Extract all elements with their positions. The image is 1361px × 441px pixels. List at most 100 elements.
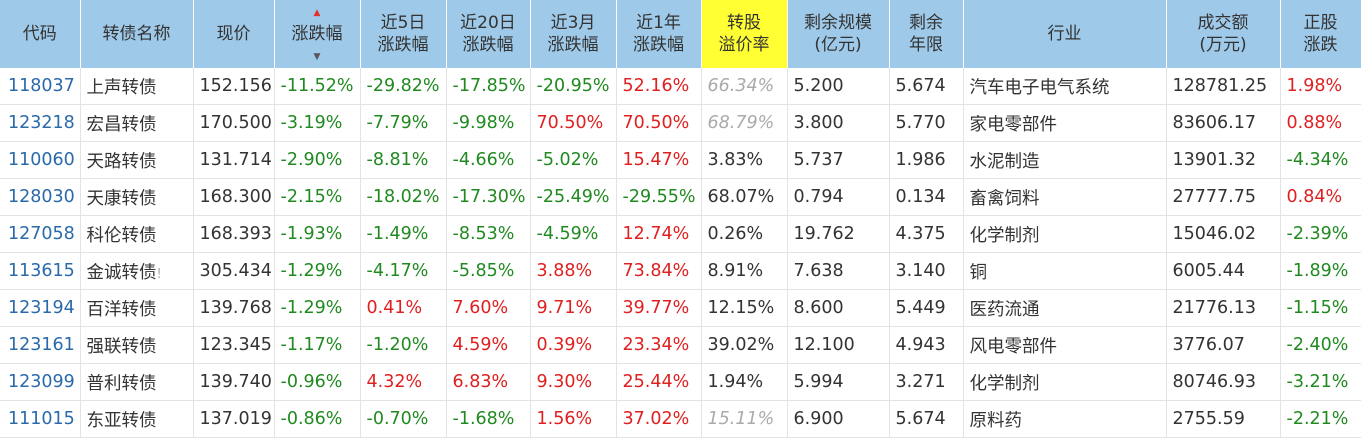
cell-name[interactable]: 上声转债	[80, 68, 194, 105]
cell-volume-text: 27777.75	[1172, 187, 1257, 207]
cell-chg5d-text: -7.79%	[366, 113, 429, 133]
cell-industry: 原料药	[963, 400, 1167, 438]
col-stock-chg[interactable]: 正股 涨跌	[1280, 0, 1361, 68]
cell-chg20d-text: -9.98%	[452, 113, 515, 133]
cell-price: 139.768	[193, 289, 275, 327]
cell-chg1y: 73.84%	[616, 252, 702, 290]
cell-code[interactable]: 123099	[0, 363, 81, 401]
cell-price: 131.714	[193, 141, 275, 179]
cell-years: 0.134	[889, 178, 964, 216]
cell-chg5d: 4.32%	[360, 363, 447, 401]
table-row[interactable]: 123099 普利转债 139.740 -0.96% 4.32% 6.83% 9.30% 25…	[0, 363, 1361, 401]
col-industry[interactable]: 行业	[963, 0, 1167, 68]
table-row[interactable]: 127058 科伦转债 168.393 -1.93% -1.49% -8.53% -4.59…	[0, 215, 1361, 253]
cell-stock-chg: -2.21%	[1280, 400, 1361, 438]
cell-name[interactable]: 天康转债	[80, 178, 194, 216]
cell-code[interactable]: 111015	[0, 400, 81, 438]
cell-name[interactable]: 宏昌转债	[80, 104, 194, 142]
col-premium[interactable]: 转股 溢价率	[701, 0, 788, 68]
cell-price: 139.740	[193, 363, 275, 401]
cell-years: 3.140	[889, 252, 964, 290]
cell-years-text: 4.375	[895, 224, 946, 244]
cell-name[interactable]: 金诚转债!	[80, 252, 194, 290]
col-change[interactable]: ▲ 涨跌幅 ▼	[274, 0, 361, 68]
col-code[interactable]: 代码	[0, 0, 81, 68]
cell-price-text: 305.434	[199, 261, 272, 281]
cell-stock-chg: 1.98%	[1280, 68, 1361, 105]
cell-scale: 5.200	[787, 68, 890, 105]
cell-name[interactable]: 科伦转债	[80, 215, 194, 253]
cell-code[interactable]: 123218	[0, 104, 81, 142]
cell-chg5d-text: -1.20%	[366, 335, 429, 355]
col-scale[interactable]: 剩余规模 (亿元)	[787, 0, 890, 68]
col-years[interactable]: 剩余 年限	[889, 0, 964, 68]
cell-chg3m: 1.56%	[530, 400, 617, 438]
cell-chg5d-text: -4.17%	[366, 261, 429, 281]
col-5d-l2: 涨跌幅	[377, 35, 429, 55]
table-row[interactable]: 128030 天康转债 168.300 -2.15% -18.02% -17.30% -25…	[0, 178, 1361, 216]
cell-name[interactable]: 强联转债	[80, 326, 194, 364]
cell-change: -0.96%	[274, 363, 361, 401]
table-body: 118037 上声转债 152.156 -11.52% -29.82% -17.85% -2…	[0, 68, 1361, 438]
cell-name-text: 科伦转债	[86, 225, 157, 246]
col-name[interactable]: 转债名称	[80, 0, 194, 68]
cell-name-text: 上声转债	[86, 77, 157, 98]
col-price[interactable]: 现价	[193, 0, 275, 68]
cell-name[interactable]: 天路转债	[80, 141, 194, 179]
cell-scale: 8.600	[787, 289, 890, 327]
cell-code[interactable]: 110060	[0, 141, 81, 179]
cell-scale-text: 6.900	[793, 409, 844, 429]
table-row[interactable]: 113615 金诚转债! 305.434 -1.29% -4.17% -5.85% 3.88…	[0, 252, 1361, 290]
cell-chg5d: -1.20%	[360, 326, 447, 364]
col-3m[interactable]: 近3月 涨跌幅	[530, 0, 617, 68]
cell-code[interactable]: 128030	[0, 178, 81, 216]
cell-volume: 27777.75	[1166, 178, 1281, 216]
cell-name[interactable]: 东亚转债	[80, 400, 194, 438]
cell-chg1y: 52.16%	[616, 68, 702, 105]
cell-code[interactable]: 127058	[0, 215, 81, 253]
col-1y[interactable]: 近1年 涨跌幅	[616, 0, 702, 68]
cell-chg3m: -20.95%	[530, 68, 617, 105]
cell-scale: 19.762	[787, 215, 890, 253]
col-stock-l1: 正股	[1303, 13, 1338, 33]
table-row[interactable]: 123161 强联转债 123.345 -1.17% -1.20% 4.59% 0.39% 2…	[0, 326, 1361, 364]
cell-years-text: 5.674	[895, 76, 946, 96]
cell-price: 168.300	[193, 178, 275, 216]
cell-stock-chg-text: -4.34%	[1286, 150, 1349, 170]
cell-change-text: -1.93%	[280, 224, 343, 244]
cell-chg5d: -8.81%	[360, 141, 447, 179]
cell-code[interactable]: 118037	[0, 68, 81, 105]
cell-chg3m-text: 3.88%	[536, 261, 593, 281]
cell-stock-chg-text: -1.89%	[1286, 261, 1349, 281]
table-row[interactable]: 123218 宏昌转债 170.500 -3.19% -7.79% -9.98% 70.50…	[0, 104, 1361, 142]
cell-name[interactable]: 百洋转债	[80, 289, 194, 327]
cell-industry-text: 家电零部件	[969, 114, 1058, 135]
cell-chg1y-text: 23.34%	[622, 335, 690, 355]
col-20d[interactable]: 近20日 涨跌幅	[446, 0, 531, 68]
cell-industry: 汽车电子电气系统	[963, 68, 1167, 105]
col-volume[interactable]: 成交额 (万元)	[1166, 0, 1281, 68]
cell-price: 137.019	[193, 400, 275, 438]
cell-change: -1.29%	[274, 252, 361, 290]
table-row[interactable]: 123194 百洋转债 139.768 -1.29% 0.41% 7.60% 9.71% 39…	[0, 289, 1361, 327]
cell-code[interactable]: 123161	[0, 326, 81, 364]
table-row[interactable]: 118037 上声转债 152.156 -11.52% -29.82% -17.85% -2…	[0, 68, 1361, 105]
cell-name-text: 普利转债	[86, 373, 157, 394]
cell-premium-text: 68.07%	[707, 187, 775, 207]
cell-chg20d: 7.60%	[446, 289, 531, 327]
table-row[interactable]: 110060 天路转债 131.714 -2.90% -8.81% -4.66% -5.02…	[0, 141, 1361, 179]
cell-price-text: 168.393	[199, 224, 272, 244]
cell-chg1y-text: -29.55%	[622, 187, 696, 207]
cell-chg20d: -9.98%	[446, 104, 531, 142]
cell-chg1y-text: 37.02%	[622, 409, 690, 429]
cell-chg20d: -17.85%	[446, 68, 531, 105]
cell-code[interactable]: 113615	[0, 252, 81, 290]
cell-price-text: 137.019	[199, 409, 272, 429]
col-5d[interactable]: 近5日 涨跌幅	[360, 0, 447, 68]
cell-code[interactable]: 123194	[0, 289, 81, 327]
cell-chg1y: 37.02%	[616, 400, 702, 438]
cell-volume-text: 3776.07	[1172, 335, 1245, 355]
cell-name[interactable]: 普利转债	[80, 363, 194, 401]
table-row[interactable]: 111015 东亚转债 137.019 -0.86% -0.70% -1.68% 1.56%…	[0, 400, 1361, 438]
cell-scale-text: 5.200	[793, 76, 844, 96]
